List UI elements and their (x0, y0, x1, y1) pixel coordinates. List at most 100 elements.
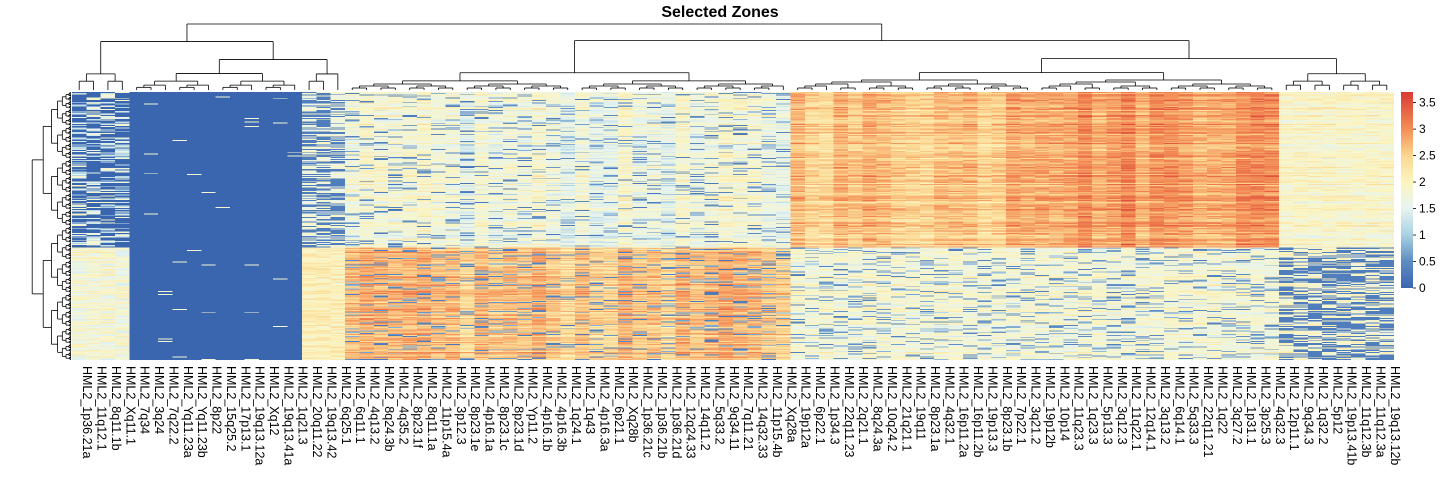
column-label: HML2_11q12.1 (95, 366, 109, 451)
column-label: HML2_10q24.2 (885, 366, 899, 452)
legend-color-bar (1401, 92, 1413, 288)
column-label: HML2_11p15.4a (439, 366, 453, 458)
column-label: HML2_8q11.1b (109, 366, 123, 451)
column-label: HML2_7q11.21 (741, 366, 755, 451)
column-label: HML2_19q13.12b (1388, 366, 1402, 465)
column-label: HML2_9q34.3 (1302, 366, 1316, 445)
column-label: HML2_3q27.2 (1230, 366, 1244, 445)
legend-tick-label: 0 (1419, 281, 1426, 295)
legend-tick-label: 0.5 (1419, 255, 1436, 269)
column-label: HML2_4p16.1b (540, 366, 554, 452)
column-label: HML2_1q24.1 (569, 366, 583, 445)
column-label: HML2_Yp11.2 (526, 366, 540, 444)
column-label: HML2_4p16.1a (483, 366, 497, 452)
column-label: HML2_3q12.3 (1115, 366, 1129, 445)
legend-tick-label: 3 (1419, 122, 1426, 136)
column-label: HML2_2q21.1 (856, 366, 870, 445)
column-label: HML2_19p12b (1043, 366, 1057, 448)
column-label: HML2_Xq28a (784, 366, 798, 442)
column-label: HML2_6q14.1 (1172, 366, 1186, 445)
column-label: HML2_8q24.3a (871, 366, 885, 452)
column-label: HML2_11q23.3 (1072, 366, 1086, 451)
column-label: HML2_1p36.21c (641, 366, 655, 458)
column-label: HML2_17p13.1 (238, 366, 252, 452)
column-label: HML2_12q24.33 (684, 366, 698, 458)
column-label: HML2_16p11.2b (971, 366, 985, 458)
column-label: HML2_16p11.2a (957, 366, 971, 458)
column-label: HML2_1p36.21d (669, 366, 683, 458)
column-label: HML2_7p22.1 (1014, 366, 1028, 445)
column-label: HML2_1q23.3 (1086, 366, 1100, 445)
column-labels: HML2_1p36.21a HML2_11q12.1 HML2_8q11.1b HML… (80, 366, 1402, 465)
column-label: HML2_15q25.2 (224, 366, 238, 452)
column-label: HML2_4q13.2 (368, 366, 382, 445)
column-label: HML2_1q43 (583, 366, 597, 434)
column-label: HML2_1q21.3 (296, 366, 310, 445)
column-label: HML2_1p36.21a (80, 366, 94, 458)
column-label: HML2_Xq11.1 (123, 366, 137, 445)
chart-title: Selected Zones (661, 4, 778, 21)
column-label: HML2_5p13.3 (1100, 366, 1114, 445)
column-label: HML2_10p14 (1057, 366, 1071, 441)
legend-tick-label: 2 (1419, 175, 1426, 189)
column-label: HML2_19q11 (914, 366, 928, 440)
column-label: HML2_11q22.1 (1129, 366, 1143, 451)
column-label: HML2_6q11.1 (353, 366, 367, 444)
column-label: HML2_22q11.23 (842, 366, 856, 458)
column-label: HML2_8p23.1a (928, 366, 942, 452)
column-label: HML2_1p31.1 (1244, 366, 1258, 445)
column-label: HML2_8q24.3b (382, 366, 396, 452)
column-label: HML2_19p13.41b (1345, 366, 1359, 465)
heatmap-body (72, 92, 1394, 360)
column-label: HML2_3q21.2 (1029, 366, 1043, 445)
column-label: HML2_14q32.33 (756, 366, 770, 458)
column-label: HML2_8p23.1f (411, 366, 425, 449)
column-label: HML2_4p16.3a (597, 366, 611, 452)
column-label: HML2_20q11.22 (310, 366, 324, 458)
column-label: HML2_3q13.2 (1158, 366, 1172, 445)
column-label: HML2_4q35.2 (396, 366, 410, 445)
column-label: HML2_12p11.1 (1287, 366, 1301, 451)
column-label: HML2_6q25.1 (339, 366, 353, 445)
column-label: HML2_11q12.3a (1373, 366, 1387, 458)
column-label: HML2_7q34 (138, 366, 152, 434)
column-label: HML2_3q24 (152, 366, 166, 434)
column-label: HML2_4q32.1 (942, 366, 956, 445)
column-label: HML2_8p23.1c (497, 366, 511, 451)
legend-tick-label: 3.5 (1419, 96, 1436, 110)
column-label: HML2_12q14.1 (1144, 366, 1158, 452)
column-label: HML2_5p12 (1330, 366, 1344, 434)
column-label: HML2_14q11.2 (698, 366, 712, 451)
column-dendrogram (78, 23, 1388, 90)
column-label: HML2_Xq12 (267, 366, 281, 436)
column-label: HML2_Yq11.23a (181, 366, 195, 458)
column-label: HML2_3p25.3 (1258, 366, 1272, 445)
column-label: HML2_8q11.1a (425, 366, 439, 451)
column-label: HML2_3p12.3 (454, 366, 468, 445)
column-label: HML2_11p15.4b (770, 366, 784, 458)
row-dendrogram (31, 92, 71, 360)
column-label: HML2_5q33.3 (1187, 366, 1201, 445)
column-label: HML2_9q34.11 (727, 366, 741, 451)
column-label: HML2_19p13.3 (985, 366, 999, 452)
column-label: HML2_8p23.1b (1000, 366, 1014, 452)
column-label: HML2_5q33.2 (712, 366, 726, 445)
column-label: HML2_1p34.3 (827, 366, 841, 445)
column-label: HML2_1q32.2 (1316, 366, 1330, 445)
column-label: HML2_Yq11.23b (195, 366, 209, 458)
column-label: HML2_22q11.21 (1201, 366, 1215, 458)
column-label: HML2_7q22.2 (166, 366, 180, 445)
column-label: HML2_4q32.3 (1273, 366, 1287, 445)
column-label: HML2_11q12.3b (1359, 366, 1373, 458)
column-label: HML2_8p23.1e (468, 366, 482, 452)
legend-tick-label: 1.5 (1419, 202, 1436, 216)
column-label: HML2_8p22 (210, 366, 224, 434)
color-legend: 0 0.5 1 1.5 2 2.5 3 3.5 (1401, 92, 1436, 295)
column-label: HML2_6p22.1 (813, 366, 827, 445)
column-label: HML2_21q21.1 (899, 366, 913, 452)
legend-tick-label: 2.5 (1419, 149, 1436, 163)
column-label: HML2_1q22 (1215, 366, 1229, 434)
legend-ticks: 0 0.5 1 1.5 2 2.5 3 3.5 (1413, 96, 1436, 295)
column-label: HML2_19q13.41a (281, 366, 295, 465)
